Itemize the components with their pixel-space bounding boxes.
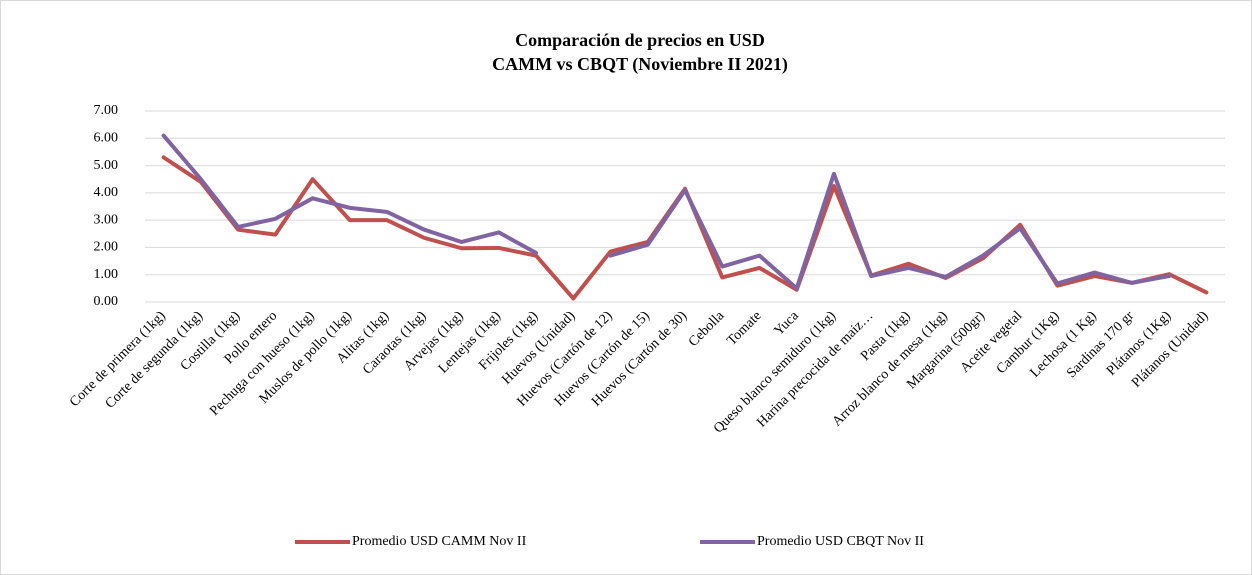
legend-label: Promedio USD CAMM Nov II — [352, 534, 527, 549]
y-tick-label: 5.00 — [94, 158, 119, 173]
data-line — [161, 133, 1172, 291]
y-tick-label: 6.00 — [94, 131, 119, 146]
y-tick-label: 7.00 — [94, 103, 119, 118]
chart-subtitle: CAMM vs CBQT (Noviembre II 2021) — [492, 54, 788, 75]
y-tick-label: 1.00 — [94, 267, 119, 282]
chart-title: Comparación de precios en USD — [515, 30, 765, 50]
y-tick-label: 4.00 — [94, 185, 119, 200]
y-tick-label: 0.00 — [94, 294, 119, 309]
legend-label: Promedio USD CBQT Nov II — [757, 534, 924, 549]
y-tick-label: 2.00 — [94, 240, 119, 255]
y-tick-label: 3.00 — [94, 212, 119, 227]
